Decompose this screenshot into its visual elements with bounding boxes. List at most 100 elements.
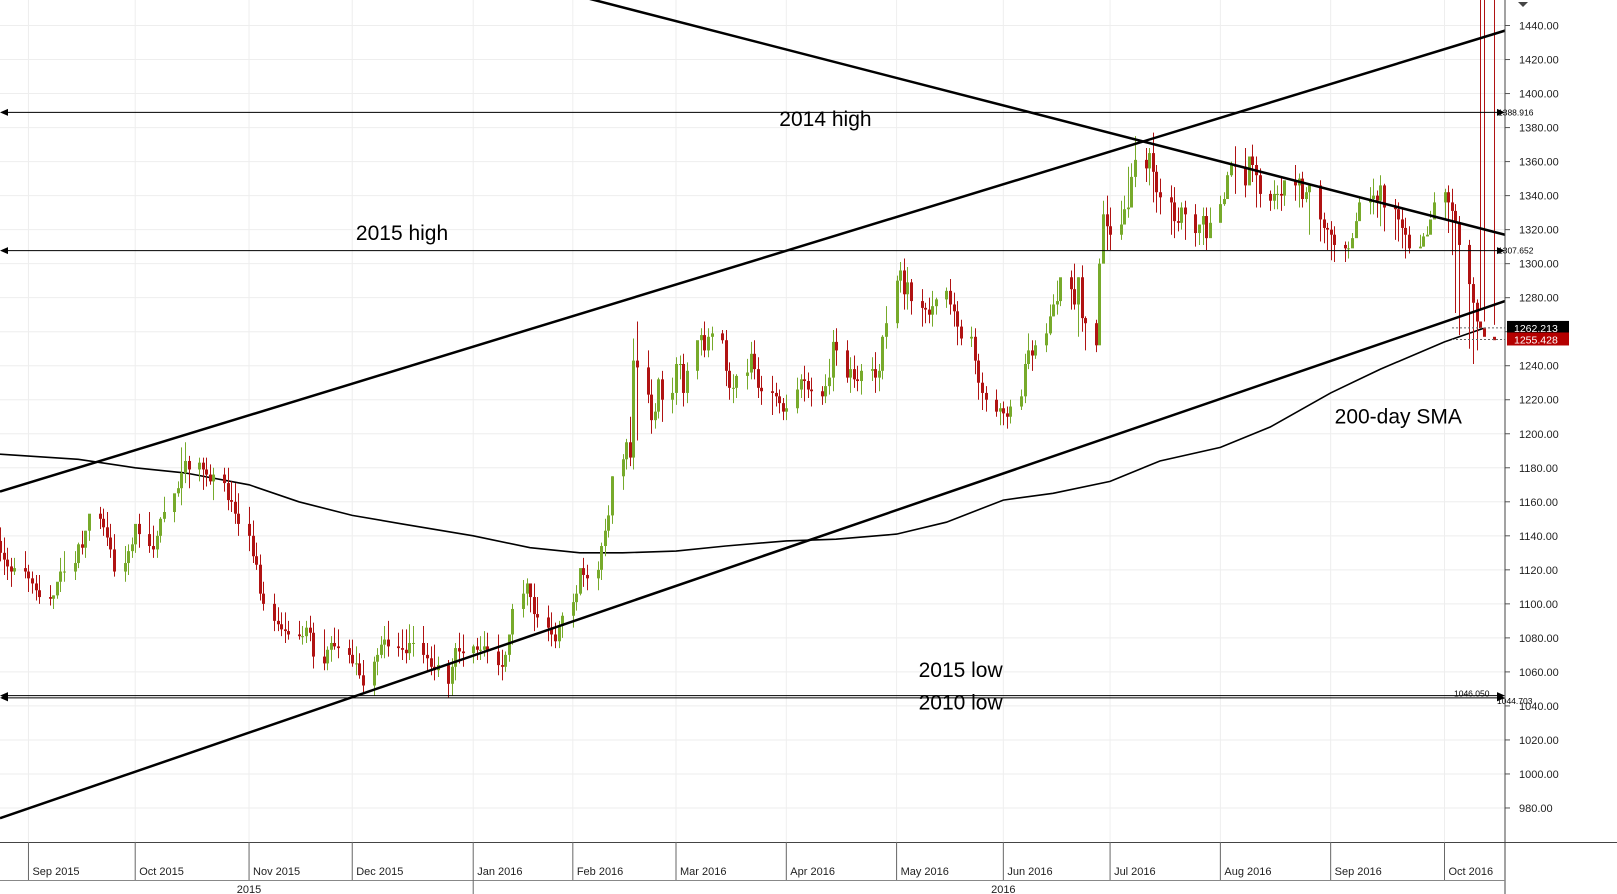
- price-tag-label: 1262.213: [1514, 323, 1558, 335]
- candle-up: [899, 270, 902, 281]
- candle-down: [81, 544, 84, 548]
- candle-up: [1379, 185, 1382, 201]
- candle-down: [1184, 207, 1187, 215]
- candle-down: [536, 614, 539, 618]
- candle-down: [362, 675, 365, 686]
- candle-down: [529, 583, 532, 598]
- candle-down: [778, 396, 781, 404]
- y-tick-label: 1140.00: [1519, 531, 1558, 543]
- candle-down: [1173, 202, 1176, 222]
- candle-up: [212, 474, 215, 482]
- candle-down: [956, 311, 959, 327]
- candle-up: [508, 634, 511, 655]
- candle-down: [1476, 302, 1479, 322]
- candle-down: [401, 648, 404, 650]
- candle-down: [582, 568, 585, 575]
- candle-down: [501, 665, 504, 667]
- candle-up: [871, 369, 874, 371]
- candle-down: [333, 642, 336, 647]
- candle-down: [703, 335, 706, 351]
- candle-down: [753, 353, 756, 370]
- candle-down: [0, 540, 2, 553]
- candle-down: [1145, 159, 1148, 169]
- candle-up: [1355, 221, 1358, 239]
- candle-up: [127, 551, 130, 564]
- y-tick-label: 1360.00: [1519, 157, 1559, 169]
- y-tick-label: 1220.00: [1519, 395, 1559, 407]
- candle-down: [405, 649, 408, 654]
- candle-up: [878, 370, 881, 378]
- candle-up: [625, 442, 628, 460]
- candle-down: [974, 336, 977, 361]
- candle-up: [828, 377, 831, 387]
- candle-up: [301, 636, 304, 638]
- candle-up: [159, 518, 162, 536]
- candle-down: [1170, 197, 1173, 203]
- candle-up: [860, 370, 863, 382]
- candle-down: [1177, 221, 1180, 223]
- x-tick-label: Sep 2015: [32, 866, 79, 878]
- candle-down: [1194, 214, 1197, 234]
- candle-down: [1330, 229, 1333, 235]
- candle-down: [586, 574, 589, 579]
- candle-down: [209, 474, 212, 482]
- candle-up: [483, 646, 486, 650]
- candle-down: [106, 527, 109, 538]
- y-tick-label: 1180.00: [1519, 463, 1558, 475]
- candle-down: [728, 370, 731, 388]
- year-label: 2016: [991, 884, 1015, 894]
- price-tag-label: 1255.428: [1514, 334, 1558, 346]
- candle-down: [152, 546, 155, 550]
- candle-down: [38, 590, 41, 598]
- price-tag: [1507, 332, 1569, 346]
- candle-down: [312, 632, 315, 657]
- candle-down: [1081, 277, 1084, 319]
- candle-up: [622, 459, 625, 477]
- candle-up: [454, 648, 457, 667]
- candle-down: [287, 631, 290, 635]
- candle-up: [380, 644, 383, 655]
- candle-up: [696, 340, 699, 371]
- candle-down: [234, 501, 237, 514]
- level-arrow-right: [1497, 694, 1505, 702]
- candle-down: [1483, 328, 1486, 337]
- candle-up: [1351, 238, 1354, 249]
- candle-down: [27, 571, 30, 579]
- y-tick-label: 1400.00: [1519, 89, 1559, 101]
- candle-down: [1084, 318, 1087, 324]
- candle-down: [1479, 321, 1482, 329]
- candle-up: [679, 364, 682, 366]
- level-label-2010-low: 1044.703: [1497, 696, 1533, 706]
- candle-down: [1159, 192, 1162, 198]
- candle-up: [451, 666, 454, 684]
- candle-down: [1401, 219, 1404, 228]
- candles-layer: [0, 0, 1496, 698]
- candle-down: [629, 442, 632, 458]
- sma-200-line: [0, 327, 1484, 554]
- level-label-2015-high: 1307.652: [1498, 246, 1534, 256]
- candle-up: [88, 513, 91, 531]
- x-tick-label: Feb 2016: [577, 866, 623, 878]
- y-tick-label: 1000.00: [1519, 769, 1559, 781]
- candle-down: [309, 627, 312, 633]
- candle-up: [1223, 199, 1226, 205]
- candle-up: [800, 379, 803, 390]
- y-tick-label: 1300.00: [1519, 259, 1559, 271]
- candle-up: [1429, 219, 1432, 235]
- candle-down: [348, 648, 351, 655]
- candle-up: [561, 615, 564, 626]
- candle-down: [835, 341, 838, 351]
- candle-up: [1049, 316, 1052, 334]
- candle-up: [785, 408, 788, 412]
- candle-down: [924, 307, 927, 310]
- candle-up: [1219, 204, 1222, 223]
- y-tick-label: 980.00: [1519, 803, 1553, 815]
- candle-down: [1383, 185, 1386, 208]
- candle-down: [810, 389, 813, 392]
- candle-down: [148, 534, 151, 547]
- candle-down: [227, 483, 230, 501]
- candle-down: [1095, 323, 1098, 346]
- candle-up: [1056, 301, 1059, 305]
- scroll-arrow-icon: [1518, 2, 1528, 7]
